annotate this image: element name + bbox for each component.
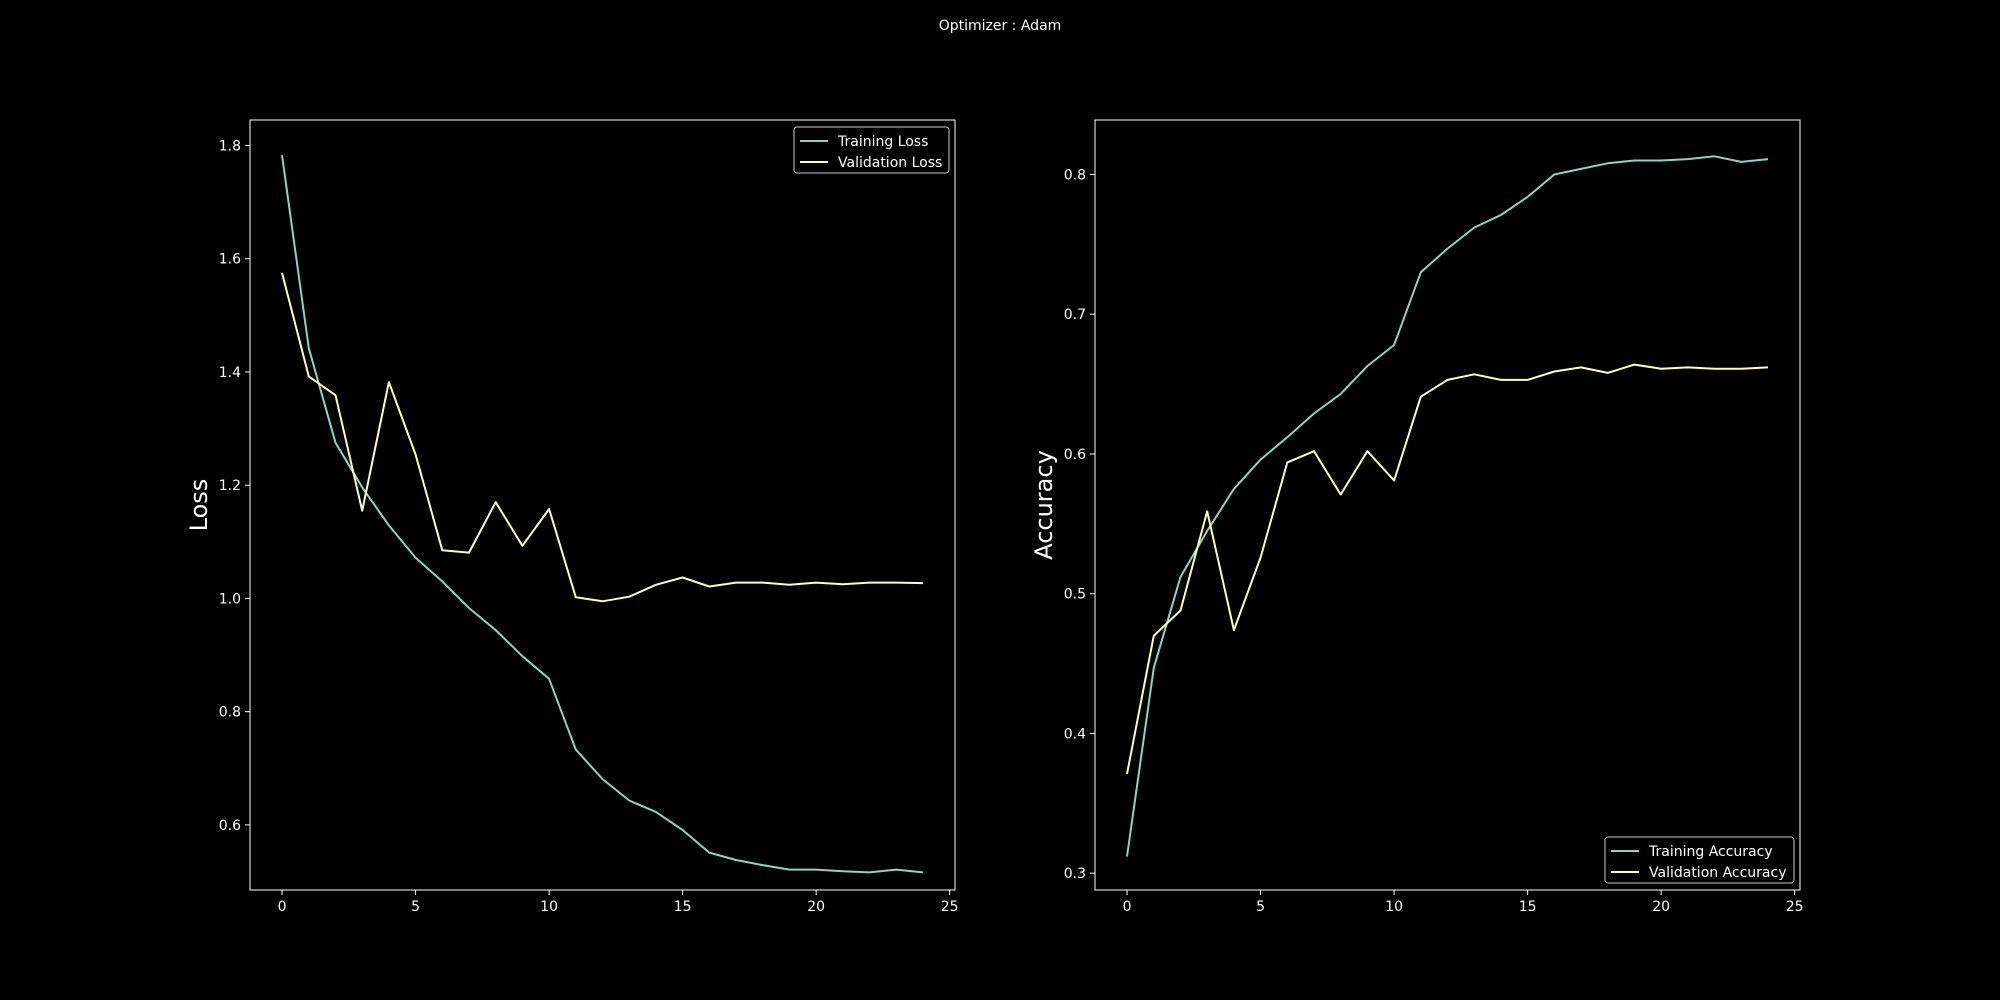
y-axis-label: Accuracy <box>1030 450 1058 560</box>
x-tick-label: 0 <box>278 899 287 915</box>
x-tick-label: 5 <box>411 899 420 915</box>
legend-entry-label: Validation Accuracy <box>1649 865 1787 881</box>
series-line-1 <box>281 154 924 874</box>
legend-entry-label: Training Accuracy <box>1648 844 1773 860</box>
legend-entry-label: Validation Loss <box>838 155 942 171</box>
y-axis-label: Loss <box>185 479 213 532</box>
x-tick-label: 15 <box>674 899 692 915</box>
series-line-1 <box>1126 155 1769 857</box>
x-tick-label: 5 <box>1256 899 1265 915</box>
x-tick-label: 25 <box>1786 899 1804 915</box>
x-tick-label: 20 <box>807 899 825 915</box>
y-tick-label: 0.7 <box>1064 307 1086 323</box>
x-tick-label: 0 <box>1123 899 1132 915</box>
x-tick-label: 25 <box>941 899 959 915</box>
legend-entry-label: Training Loss <box>837 134 928 150</box>
y-tick-label: 0.3 <box>1064 866 1086 882</box>
y-tick-label: 1.6 <box>219 252 241 268</box>
x-tick-label: 10 <box>1385 899 1403 915</box>
y-tick-label: 1.0 <box>219 591 241 607</box>
axes-frame <box>1094 119 1801 891</box>
legend-box <box>793 126 950 174</box>
x-tick-label: 15 <box>1519 899 1537 915</box>
y-tick-label: 1.2 <box>219 478 241 494</box>
y-tick-label: 0.6 <box>219 818 241 834</box>
x-tick-label: 10 <box>540 899 558 915</box>
y-tick-label: 0.5 <box>1064 587 1086 603</box>
figure-suptitle: Optimizer : Adam <box>939 18 1062 34</box>
y-tick-label: 0.6 <box>1064 447 1086 463</box>
x-tick-label: 20 <box>1652 899 1670 915</box>
legend-box <box>1604 836 1795 884</box>
accuracy-chart: 0 5 10 15 20 25 0.3 0.4 0.5 0.6 0.7 0.8 Accuracy Trai… <box>1030 119 1804 915</box>
y-tick-label: 0.8 <box>1064 168 1086 184</box>
series-line-2 <box>281 272 924 603</box>
series-line-2 <box>1126 363 1769 775</box>
loss-chart: 0 5 10 15 20 25 0.6 0.8 1.0 1.2 1.4 1.6 1.8 Loss Train… <box>185 119 959 915</box>
legend: Training Loss Validation Loss <box>793 126 950 174</box>
axes-frame <box>249 119 956 891</box>
legend: Training Accuracy Validation Accuracy <box>1604 836 1795 884</box>
y-tick-label: 0.4 <box>1064 726 1086 742</box>
y-tick-label: 0.8 <box>219 705 241 721</box>
y-tick-label: 1.4 <box>219 365 241 381</box>
y-tick-label: 1.8 <box>219 138 241 154</box>
